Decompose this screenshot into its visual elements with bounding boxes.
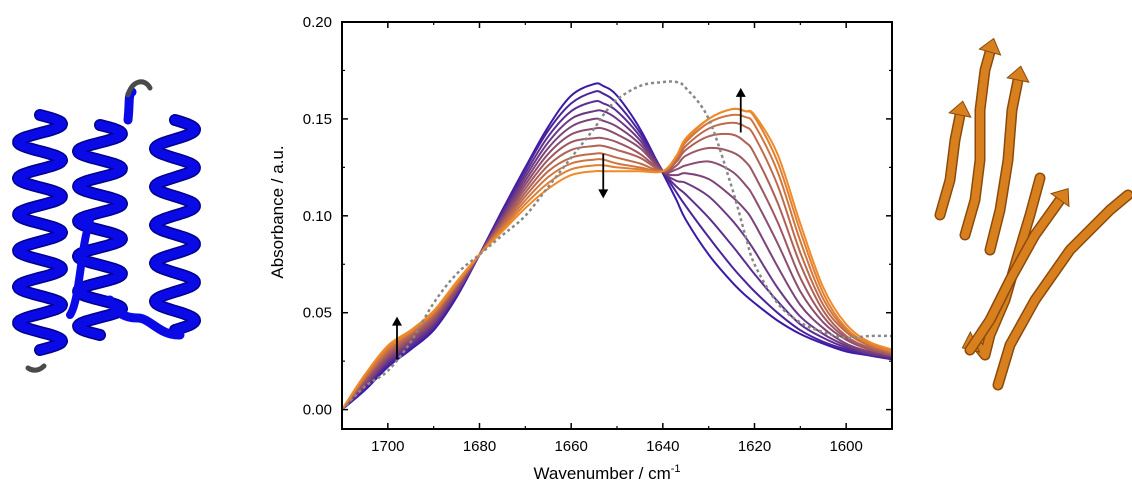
series-line-11 [342, 109, 892, 410]
axis-ticks [342, 22, 892, 429]
y-axis-title: Absorbance / a.u. [268, 145, 287, 278]
dashed-series-group [342, 81, 892, 409]
helix [155, 120, 195, 330]
x-tick-label: 1680 [463, 438, 496, 455]
series-line-10 [342, 115, 892, 410]
y-tick-label: 0.00 [303, 402, 332, 419]
dashed-reference-line [342, 81, 892, 409]
y-tick-label: 0.05 [303, 305, 332, 322]
series-line-8 [342, 134, 892, 410]
y-tick-label: 0.10 [303, 208, 332, 225]
beta-strand [998, 195, 1128, 385]
y-tick-labels: 0.00 0.05 0.10 0.15 0.20 [303, 14, 332, 419]
helix [18, 115, 62, 350]
x-axis-title: Wavenumber / cm-1 [533, 463, 680, 483]
alpha-helix-bundle-illustration [18, 82, 195, 370]
x-tick-labels: 1700 1680 1660 1640 1620 1600 [371, 438, 863, 455]
x-tick-label: 1700 [371, 438, 404, 455]
beta-strand [940, 101, 971, 215]
plot-frame [342, 22, 892, 429]
absorbance-chart: 1700 1680 1660 1640 1620 1600 0.00 0.05 0.10 0.1… [268, 14, 892, 483]
x-tick-label: 1600 [829, 438, 862, 455]
y-tick-label: 0.15 [303, 111, 332, 128]
beta-sheet-illustration [940, 39, 1128, 385]
x-tick-label: 1640 [646, 438, 679, 455]
x-tick-label: 1660 [554, 438, 587, 455]
y-tick-label: 0.20 [303, 14, 332, 31]
series-line-1 [342, 83, 892, 409]
loop-segment [28, 366, 44, 370]
x-tick-label: 1620 [738, 438, 771, 455]
series-group [342, 83, 892, 409]
